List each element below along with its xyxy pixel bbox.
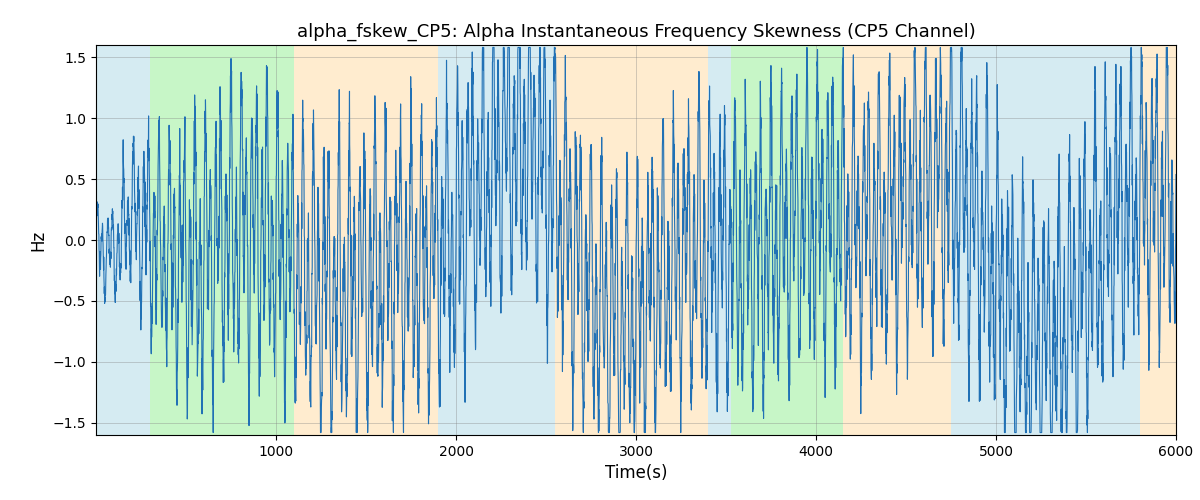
Bar [294, 45, 438, 435]
Bar [952, 45, 1140, 435]
Y-axis label: Hz: Hz [29, 230, 47, 250]
Bar [842, 45, 952, 435]
X-axis label: Time(s): Time(s) [605, 464, 667, 482]
Bar [708, 45, 732, 435]
Bar [438, 45, 554, 435]
Bar [732, 45, 842, 435]
Bar [96, 45, 150, 435]
Bar [554, 45, 708, 435]
Title: alpha_fskew_CP5: Alpha Instantaneous Frequency Skewness (CP5 Channel): alpha_fskew_CP5: Alpha Instantaneous Fre… [296, 22, 976, 41]
Bar [150, 45, 294, 435]
Bar [1140, 45, 1176, 435]
